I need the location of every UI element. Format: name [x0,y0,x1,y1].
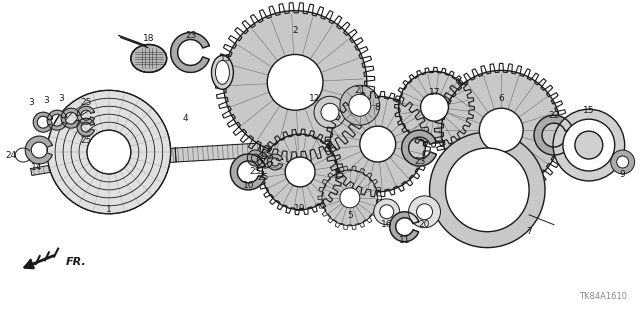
Text: 16: 16 [381,220,392,229]
Circle shape [420,93,449,121]
Circle shape [442,70,561,190]
Text: 12: 12 [309,94,321,103]
Circle shape [285,157,315,187]
Circle shape [445,148,529,232]
Circle shape [360,126,396,162]
Polygon shape [534,115,573,155]
Circle shape [399,71,470,143]
Polygon shape [402,130,436,166]
Polygon shape [61,108,81,128]
Ellipse shape [131,44,166,72]
Text: 3: 3 [28,98,34,107]
Circle shape [374,199,399,225]
Text: 10: 10 [243,181,254,190]
Circle shape [417,204,433,220]
Text: 4: 4 [183,114,188,123]
Text: 13: 13 [220,54,231,63]
Ellipse shape [211,55,234,89]
Text: 24: 24 [6,150,17,160]
Text: 8: 8 [375,103,381,112]
Polygon shape [77,106,95,124]
Circle shape [563,119,614,171]
Text: 22: 22 [548,111,559,120]
Text: 20: 20 [419,220,430,229]
Circle shape [314,96,346,128]
Polygon shape [26,136,52,164]
Circle shape [408,196,440,228]
Text: 23: 23 [414,157,425,166]
Polygon shape [31,158,92,175]
Circle shape [87,130,131,174]
Text: FR.: FR. [66,257,87,267]
Text: 23: 23 [185,31,196,40]
Polygon shape [47,110,67,130]
Text: 19: 19 [294,204,306,213]
Polygon shape [230,154,265,190]
Text: 17: 17 [429,88,440,97]
Circle shape [553,109,625,181]
Text: 14: 14 [31,164,42,172]
Circle shape [429,132,545,248]
Text: 18: 18 [143,34,154,43]
Polygon shape [247,150,263,166]
Circle shape [268,54,323,110]
Text: 7: 7 [526,227,532,236]
Circle shape [575,131,603,159]
Circle shape [223,11,367,154]
Text: 25: 25 [257,173,269,182]
Text: 25: 25 [81,136,92,145]
Circle shape [262,134,338,210]
Polygon shape [175,143,260,162]
Text: 2: 2 [292,26,298,35]
Circle shape [340,188,360,208]
Circle shape [322,170,378,226]
Polygon shape [90,148,176,169]
Polygon shape [33,112,52,132]
Circle shape [479,108,523,152]
Circle shape [349,94,371,116]
Polygon shape [268,154,283,170]
Circle shape [617,156,628,168]
Text: 25: 25 [81,98,92,107]
Text: 3: 3 [44,96,49,105]
Text: 11: 11 [399,236,410,245]
Circle shape [380,205,394,219]
Polygon shape [171,33,209,72]
Text: 1: 1 [106,205,112,214]
Text: 6: 6 [499,94,504,103]
Circle shape [47,90,171,214]
Text: 9: 9 [620,171,625,180]
Polygon shape [260,145,316,157]
Circle shape [340,85,380,125]
Text: 21: 21 [354,86,365,95]
Text: TK84A1610: TK84A1610 [579,292,627,301]
Polygon shape [390,212,419,242]
Text: 5: 5 [347,211,353,220]
Text: 15: 15 [583,106,595,115]
Circle shape [611,150,635,174]
Text: 3: 3 [58,94,64,103]
Polygon shape [257,152,273,168]
Ellipse shape [216,60,229,84]
Circle shape [330,96,426,192]
Text: 25: 25 [250,167,261,176]
Circle shape [321,103,339,121]
Polygon shape [77,118,95,136]
